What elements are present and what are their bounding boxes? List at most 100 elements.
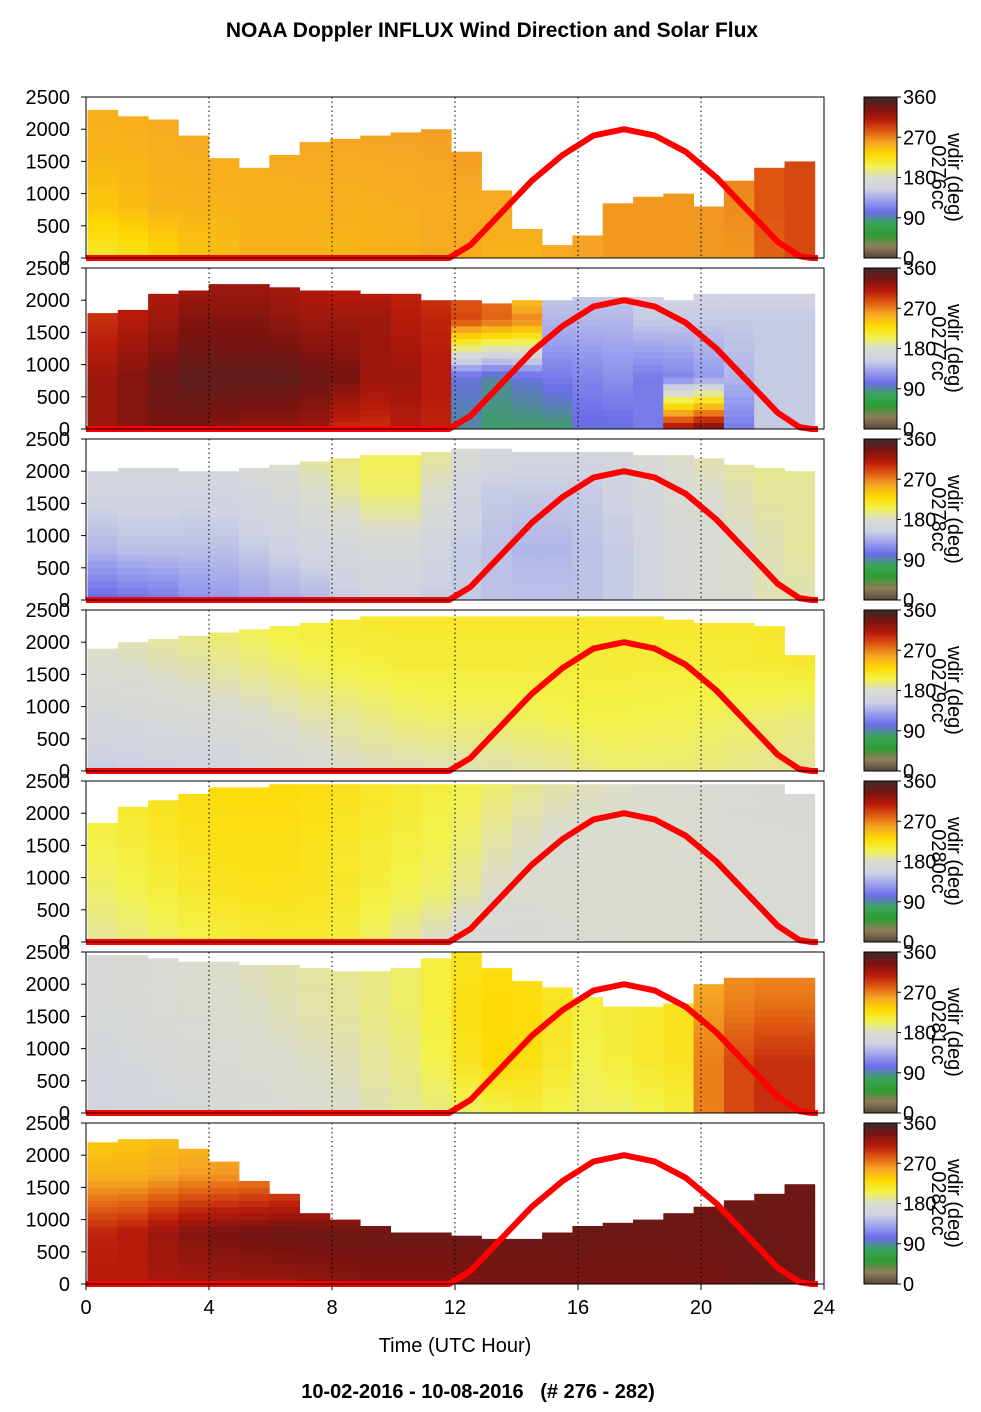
- wdir-cell: [360, 1035, 391, 1043]
- wdir-cell: [420, 674, 452, 682]
- wdir-cell: [663, 206, 694, 214]
- wdir-cell: [87, 984, 119, 991]
- wdir-cell: [117, 522, 149, 530]
- wdir-cell: [572, 1251, 604, 1259]
- colorbar-gradient: [863, 609, 898, 772]
- wdir-cell: [451, 522, 482, 530]
- wdir-cell: [148, 1174, 179, 1182]
- wdir-cell: [481, 238, 513, 246]
- wdir-cell: [633, 1055, 664, 1062]
- wdir-cell: [208, 1264, 240, 1272]
- wdir-cell: [754, 351, 785, 359]
- wdir-cell: [693, 784, 725, 788]
- wdir-cell: [420, 326, 452, 333]
- wdir-cell: [360, 751, 391, 759]
- wdir-cell: [572, 687, 604, 695]
- wdir-cell: [390, 1016, 422, 1024]
- wdir-cell: [269, 587, 300, 594]
- wdir-cell: [87, 706, 119, 714]
- wdir-cell: [663, 622, 694, 630]
- wdir-cell: [239, 371, 270, 378]
- wdir-cell: [87, 680, 119, 688]
- wdir-cell: [693, 700, 725, 707]
- wdir-cell: [754, 713, 785, 720]
- wdir-cell: [511, 903, 543, 911]
- wdir-cell: [329, 345, 361, 353]
- y-tick-label: 1000: [26, 1039, 71, 1061]
- wdir-cell: [239, 758, 270, 765]
- colorbar-tick-label: 90: [903, 1234, 925, 1256]
- wdir-cell: [239, 1213, 270, 1220]
- wdir-cell: [784, 548, 816, 556]
- wdir-cell: [481, 1022, 513, 1030]
- wdir-cell: [87, 1258, 119, 1265]
- wdir-cell: [239, 284, 270, 288]
- wdir-cell: [239, 1219, 270, 1227]
- wdir-cell: [208, 358, 240, 365]
- wdir-cell: [481, 1010, 513, 1017]
- wdir-cell: [299, 884, 331, 891]
- wdir-cell: [178, 174, 210, 182]
- wdir-cell: [208, 1181, 240, 1188]
- wdir-cell: [117, 161, 149, 169]
- wdir-cell: [693, 706, 725, 714]
- wdir-cell: [329, 1016, 361, 1024]
- wdir-cell: [511, 745, 543, 752]
- wdir-cell: [299, 1035, 331, 1043]
- wdir-cell: [269, 484, 300, 491]
- wdir-cell: [420, 212, 452, 220]
- wdir-cell: [390, 871, 422, 878]
- wdir-cell: [360, 990, 391, 998]
- wdir-cell: [572, 364, 604, 372]
- wdir-cell: [269, 1100, 300, 1107]
- wdir-cell: [481, 396, 513, 404]
- wdir-cell: [178, 1022, 210, 1030]
- wdir-cell: [329, 706, 361, 714]
- wdir-cell: [542, 871, 573, 878]
- wdir-cell: [784, 693, 816, 701]
- wdir-cell: [178, 871, 210, 878]
- wdir-cell: [602, 409, 634, 417]
- wdir-cell: [572, 1022, 604, 1030]
- wdir-cell: [117, 332, 149, 340]
- wdir-cell: [208, 922, 240, 930]
- wdir-cell: [542, 358, 573, 365]
- wdir-cell: [784, 877, 816, 885]
- wdir-cell: [87, 648, 119, 656]
- wdir-cell: [542, 680, 573, 688]
- wdir-cell: [602, 1258, 634, 1265]
- wdir-cell: [299, 542, 331, 549]
- wdir-cell: [87, 1016, 119, 1024]
- wdir-cell: [602, 871, 634, 878]
- wdir-cell: [239, 1080, 270, 1088]
- wdir-cell: [148, 839, 179, 846]
- wdir-cell: [602, 622, 634, 630]
- wdir-heatmap: [87, 448, 816, 601]
- wdir-cell: [602, 819, 634, 827]
- wdir-cell: [87, 1010, 119, 1017]
- wdir-cell: [208, 167, 240, 175]
- wdir-cell: [299, 1010, 331, 1017]
- wdir-cell: [299, 338, 331, 346]
- wdir-cell: [329, 193, 361, 201]
- wdir-cell: [178, 484, 210, 491]
- wdir-cell: [723, 706, 755, 714]
- wdir-cell: [633, 580, 664, 588]
- wdir-cell: [633, 338, 664, 346]
- wdir-cell: [511, 1106, 543, 1114]
- wdir-cell: [542, 909, 573, 917]
- wdir-cell: [511, 871, 543, 878]
- wdir-cell: [511, 826, 543, 833]
- wdir-cell: [542, 819, 573, 827]
- wdir-cell: [299, 187, 331, 194]
- wdir-cell: [784, 700, 816, 707]
- wdir-cell: [693, 1271, 725, 1278]
- wdir-cell: [723, 377, 755, 385]
- wdir-cell: [239, 1193, 270, 1201]
- wdir-cell: [269, 864, 300, 872]
- wdir-cell: [178, 903, 210, 911]
- wdir-cell: [178, 351, 210, 359]
- wdir-cell: [723, 693, 755, 701]
- wdir-cell: [87, 567, 119, 575]
- wdir-cell: [633, 693, 664, 701]
